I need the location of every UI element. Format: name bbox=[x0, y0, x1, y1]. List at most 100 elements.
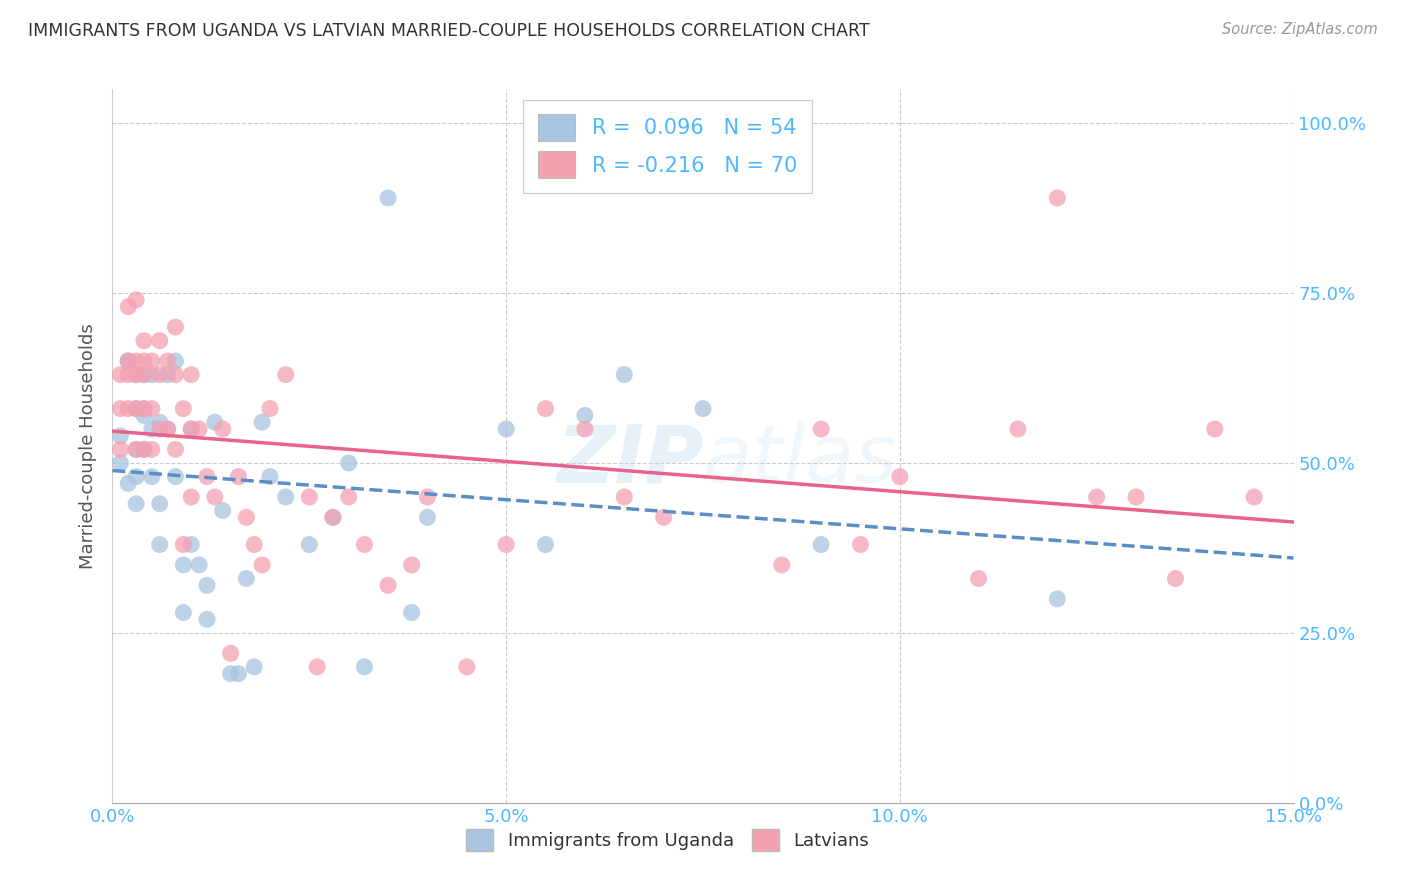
Point bbox=[353, 537, 375, 551]
Point bbox=[149, 497, 172, 511]
Point bbox=[165, 469, 187, 483]
Point bbox=[165, 354, 187, 368]
Point bbox=[141, 401, 163, 416]
Point bbox=[1125, 490, 1147, 504]
Point bbox=[110, 456, 132, 470]
Point bbox=[141, 442, 163, 457]
Text: Source: ZipAtlas.com: Source: ZipAtlas.com bbox=[1222, 22, 1378, 37]
Point bbox=[322, 510, 344, 524]
Point bbox=[250, 558, 273, 572]
Point bbox=[1204, 422, 1226, 436]
Point bbox=[307, 660, 329, 674]
Point bbox=[132, 354, 155, 368]
Point bbox=[132, 442, 155, 457]
Point bbox=[125, 401, 148, 416]
Point bbox=[110, 401, 132, 416]
Point bbox=[219, 666, 242, 681]
Point bbox=[149, 537, 172, 551]
Point bbox=[141, 422, 163, 436]
Point bbox=[204, 415, 226, 429]
Point bbox=[172, 558, 194, 572]
Point bbox=[1046, 191, 1069, 205]
Point bbox=[204, 490, 226, 504]
Point bbox=[534, 537, 557, 551]
Point bbox=[141, 469, 163, 483]
Point bbox=[495, 537, 517, 551]
Text: atlas: atlas bbox=[703, 421, 898, 500]
Point bbox=[149, 415, 172, 429]
Point bbox=[180, 537, 202, 551]
Point bbox=[652, 510, 675, 524]
Point bbox=[495, 422, 517, 436]
Point bbox=[219, 646, 242, 660]
Point bbox=[180, 490, 202, 504]
Point bbox=[132, 368, 155, 382]
Point bbox=[377, 191, 399, 205]
Point bbox=[149, 334, 172, 348]
Point bbox=[810, 537, 832, 551]
Point bbox=[770, 558, 793, 572]
Point bbox=[1007, 422, 1029, 436]
Point bbox=[180, 422, 202, 436]
Point bbox=[172, 537, 194, 551]
Point bbox=[117, 300, 139, 314]
Point bbox=[416, 510, 439, 524]
Text: ZIP: ZIP bbox=[555, 421, 703, 500]
Point bbox=[195, 469, 218, 483]
Point bbox=[353, 660, 375, 674]
Point bbox=[534, 401, 557, 416]
Point bbox=[156, 422, 179, 436]
Point bbox=[141, 368, 163, 382]
Point bbox=[195, 578, 218, 592]
Point bbox=[259, 401, 281, 416]
Point bbox=[117, 354, 139, 368]
Point bbox=[117, 368, 139, 382]
Point bbox=[180, 422, 202, 436]
Point bbox=[132, 401, 155, 416]
Point bbox=[377, 578, 399, 592]
Point bbox=[125, 442, 148, 457]
Point bbox=[132, 401, 155, 416]
Point bbox=[156, 368, 179, 382]
Point bbox=[228, 469, 250, 483]
Point bbox=[574, 422, 596, 436]
Point bbox=[125, 442, 148, 457]
Point bbox=[967, 572, 990, 586]
Text: IMMIGRANTS FROM UGANDA VS LATVIAN MARRIED-COUPLE HOUSEHOLDS CORRELATION CHART: IMMIGRANTS FROM UGANDA VS LATVIAN MARRIE… bbox=[28, 22, 870, 40]
Point bbox=[110, 429, 132, 443]
Point bbox=[1046, 591, 1069, 606]
Point bbox=[1243, 490, 1265, 504]
Point bbox=[117, 401, 139, 416]
Point bbox=[117, 354, 139, 368]
Point bbox=[337, 456, 360, 470]
Point bbox=[165, 320, 187, 334]
Point bbox=[132, 442, 155, 457]
Point bbox=[188, 558, 211, 572]
Point bbox=[125, 354, 148, 368]
Point bbox=[156, 354, 179, 368]
Point bbox=[110, 368, 132, 382]
Point bbox=[172, 401, 194, 416]
Point bbox=[250, 415, 273, 429]
Point bbox=[274, 490, 297, 504]
Point bbox=[401, 606, 423, 620]
Point bbox=[132, 368, 155, 382]
Point bbox=[132, 409, 155, 423]
Y-axis label: Married-couple Households: Married-couple Households bbox=[79, 323, 97, 569]
Point bbox=[180, 368, 202, 382]
Point bbox=[1164, 572, 1187, 586]
Point bbox=[416, 490, 439, 504]
Point bbox=[149, 368, 172, 382]
Point bbox=[165, 442, 187, 457]
Point bbox=[125, 469, 148, 483]
Point bbox=[692, 401, 714, 416]
Point bbox=[228, 666, 250, 681]
Point bbox=[165, 368, 187, 382]
Point bbox=[235, 510, 257, 524]
Point bbox=[259, 469, 281, 483]
Point bbox=[117, 354, 139, 368]
Point bbox=[298, 537, 321, 551]
Point bbox=[1085, 490, 1108, 504]
Point bbox=[401, 558, 423, 572]
Point bbox=[889, 469, 911, 483]
